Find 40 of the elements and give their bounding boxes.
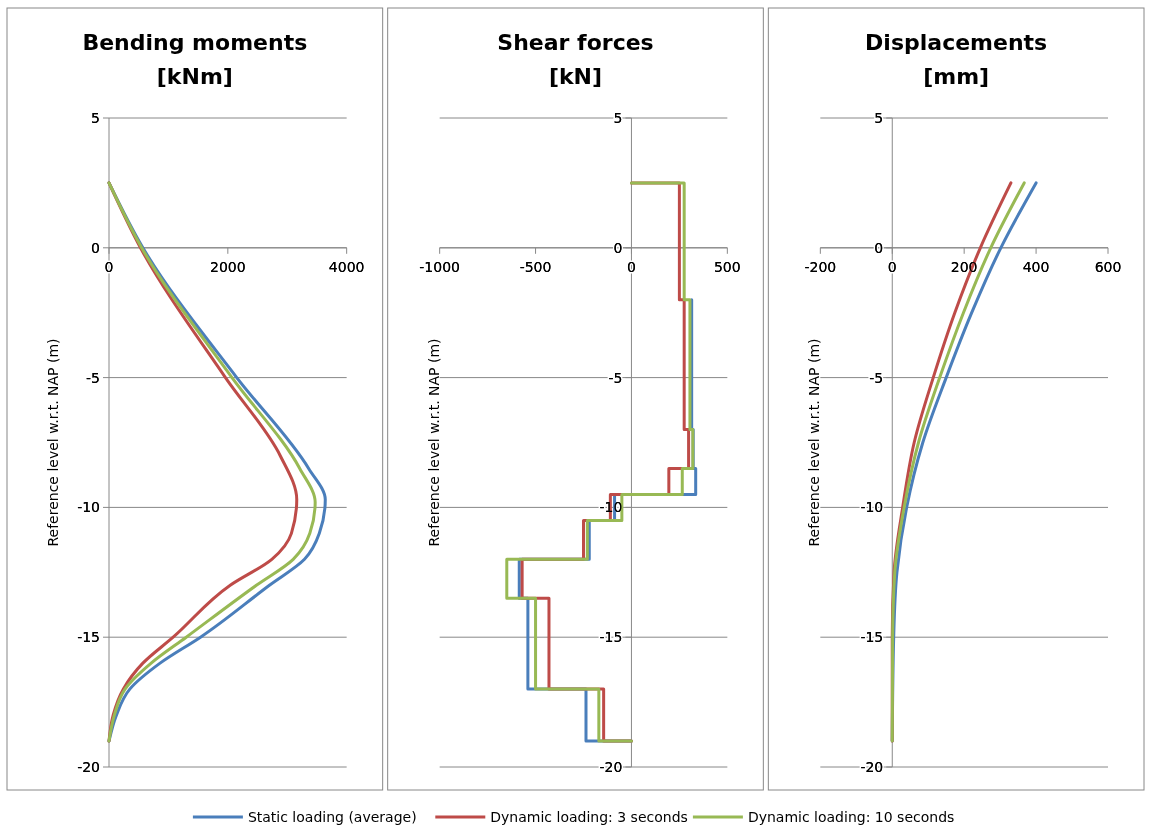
x-tick-label: 4000 <box>328 258 365 275</box>
y-tick-label: -10 <box>77 499 100 516</box>
y-axis-title: Reference level w.r.t. NAP (m) <box>425 338 442 547</box>
x-tick-label: 400 <box>1022 258 1050 275</box>
y-tick-label: -10 <box>860 499 884 516</box>
x-tick-label: -1000 <box>419 258 461 275</box>
y-tick-label: 0 <box>613 239 623 256</box>
y-tick-label: 5 <box>613 110 623 126</box>
y-tick-label: -15 <box>860 629 884 646</box>
y-tick-label: 0 <box>874 239 884 256</box>
chart-title: Shear forces <box>497 30 654 55</box>
chart-subtitle: [kNm] <box>156 64 233 89</box>
legend-label: Dynamic loading: 3 seconds <box>490 809 688 825</box>
x-tick-label: 0 <box>104 258 114 275</box>
x-tick-label: 600 <box>1094 258 1122 275</box>
x-tick-label: -200 <box>804 258 837 275</box>
y-tick-label: -20 <box>860 759 884 775</box>
x-tick-label: -500 <box>519 258 552 275</box>
y-tick-label: -5 <box>86 369 100 386</box>
y-tick-label: -5 <box>869 369 884 386</box>
y-tick-label: -15 <box>599 629 623 646</box>
x-tick-label: 0 <box>626 258 636 275</box>
x-tick-label: 0 <box>887 258 897 275</box>
y-axis-title: Reference level w.r.t. NAP (m) <box>45 338 61 547</box>
y-tick-label: -20 <box>599 759 623 775</box>
y-tick-label: 5 <box>91 110 100 126</box>
y-tick-label: -15 <box>77 629 100 646</box>
chart-title: Displacements <box>865 30 1048 55</box>
chart-subtitle: [kN] <box>548 64 603 89</box>
chart-title: Bending moments <box>82 30 308 55</box>
y-tick-label: -5 <box>608 369 623 386</box>
x-tick-label: 2000 <box>210 258 246 275</box>
x-tick-label: 500 <box>713 258 741 275</box>
y-tick-label: 0 <box>91 239 100 256</box>
chart-subtitle: [mm] <box>923 64 990 89</box>
legend-label: Dynamic loading: 10 seconds <box>747 809 955 825</box>
y-tick-label: 5 <box>874 110 884 126</box>
y-tick-label: -20 <box>77 759 100 775</box>
legend-label: Static loading (average) <box>247 809 417 825</box>
y-axis-title: Reference level w.r.t. NAP (m) <box>806 338 823 547</box>
